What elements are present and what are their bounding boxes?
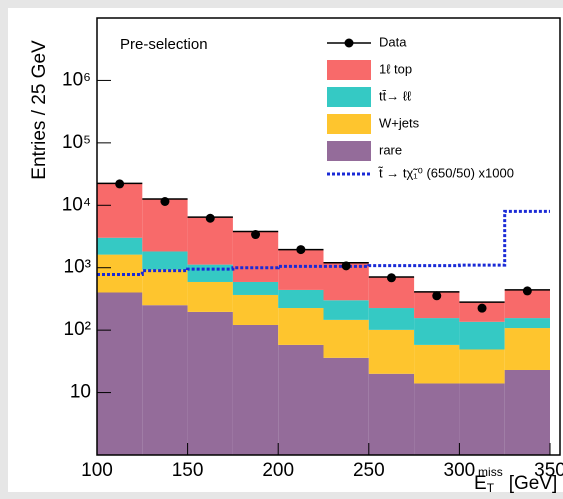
histogram-bar <box>232 324 279 455</box>
legend-label: W+jets <box>379 115 420 130</box>
legend-swatch <box>327 114 371 134</box>
histogram-bar <box>187 311 233 455</box>
x-tick-label: 250 <box>353 460 385 481</box>
histogram-bar <box>142 269 188 306</box>
histogram-bar <box>278 344 324 455</box>
x-tick-label: 150 <box>172 460 204 481</box>
histogram-bar <box>278 289 324 309</box>
histogram-bar <box>323 319 369 358</box>
histogram-bar <box>187 281 233 312</box>
histogram-bar <box>142 251 188 270</box>
histogram-bar <box>368 329 415 374</box>
x-axis-label-part: [GeV] <box>509 473 558 494</box>
x-axis-label-part: T <box>487 481 495 495</box>
y-tick-label: 10⁴ <box>62 194 91 215</box>
legend-swatch <box>327 141 371 161</box>
x-axis-label-part: miss <box>478 465 503 479</box>
histogram-bar <box>414 344 460 384</box>
histogram-bar <box>232 281 279 295</box>
histogram-bar <box>459 383 505 455</box>
x-axis-label-part: E <box>474 473 487 494</box>
histogram-bar <box>142 305 188 455</box>
legend-label: rare <box>379 142 402 157</box>
legend-swatch <box>327 60 371 80</box>
histogram-bar <box>504 328 550 370</box>
legend-label: Data <box>379 34 407 49</box>
histogram-bar <box>504 369 550 455</box>
x-tick-label: 350 <box>534 460 563 481</box>
histogram-bar <box>368 308 415 330</box>
histogram-bar <box>97 292 143 455</box>
histogram-bar <box>97 183 143 238</box>
data-point <box>160 196 170 206</box>
data-point <box>251 230 261 240</box>
histogram-bar <box>278 249 324 290</box>
histogram-bar <box>278 308 324 345</box>
plot-frame <box>96 17 561 456</box>
histogram-bar <box>187 264 233 282</box>
data-point <box>386 273 396 283</box>
histogram-bar <box>414 318 460 345</box>
x-tick-label: 100 <box>81 460 113 481</box>
x-axis-label: ETmiss [GeV] <box>474 465 557 495</box>
histogram-bar <box>504 318 550 329</box>
histogram-bar <box>414 383 460 455</box>
data-point <box>522 286 532 296</box>
data-point <box>115 179 125 189</box>
histogram-bar <box>97 237 143 255</box>
y-axis-label: Entries / 25 GeV <box>29 40 50 180</box>
data-point <box>296 245 306 255</box>
histogram-bar <box>232 294 279 325</box>
legend-label: 1ℓ top <box>379 61 412 76</box>
legend-swatch <box>327 87 371 107</box>
legend-label: t̃ → tχ̃₁⁰ (650/50) x1000 <box>378 165 514 180</box>
y-tick-label: 10⁶ <box>62 69 91 90</box>
histogram-bar <box>323 300 369 320</box>
annotation: Pre-selection <box>120 36 208 53</box>
data-point <box>205 213 215 223</box>
x-tick-label: 300 <box>444 460 476 481</box>
x-tick-label: 200 <box>262 460 294 481</box>
histogram-bar <box>459 321 505 350</box>
histogram-bar <box>142 199 188 252</box>
y-tick-label: 10² <box>64 319 91 340</box>
y-tick-label: 10³ <box>64 257 91 278</box>
histogram-bar <box>368 373 415 455</box>
histogram-bar <box>187 217 233 265</box>
y-tick-label: 10⁵ <box>62 132 91 153</box>
legend-data-marker <box>344 38 354 48</box>
data-point <box>432 291 442 301</box>
histogram-bar <box>323 357 369 455</box>
data-point <box>341 261 351 271</box>
histogram-bar <box>459 349 505 384</box>
signal-line <box>97 209 550 276</box>
data-point <box>477 303 487 313</box>
y-tick-label: 10 <box>70 382 91 403</box>
legend-label: tt̄→ ℓℓ <box>379 88 412 103</box>
histogram-bar <box>232 231 279 282</box>
